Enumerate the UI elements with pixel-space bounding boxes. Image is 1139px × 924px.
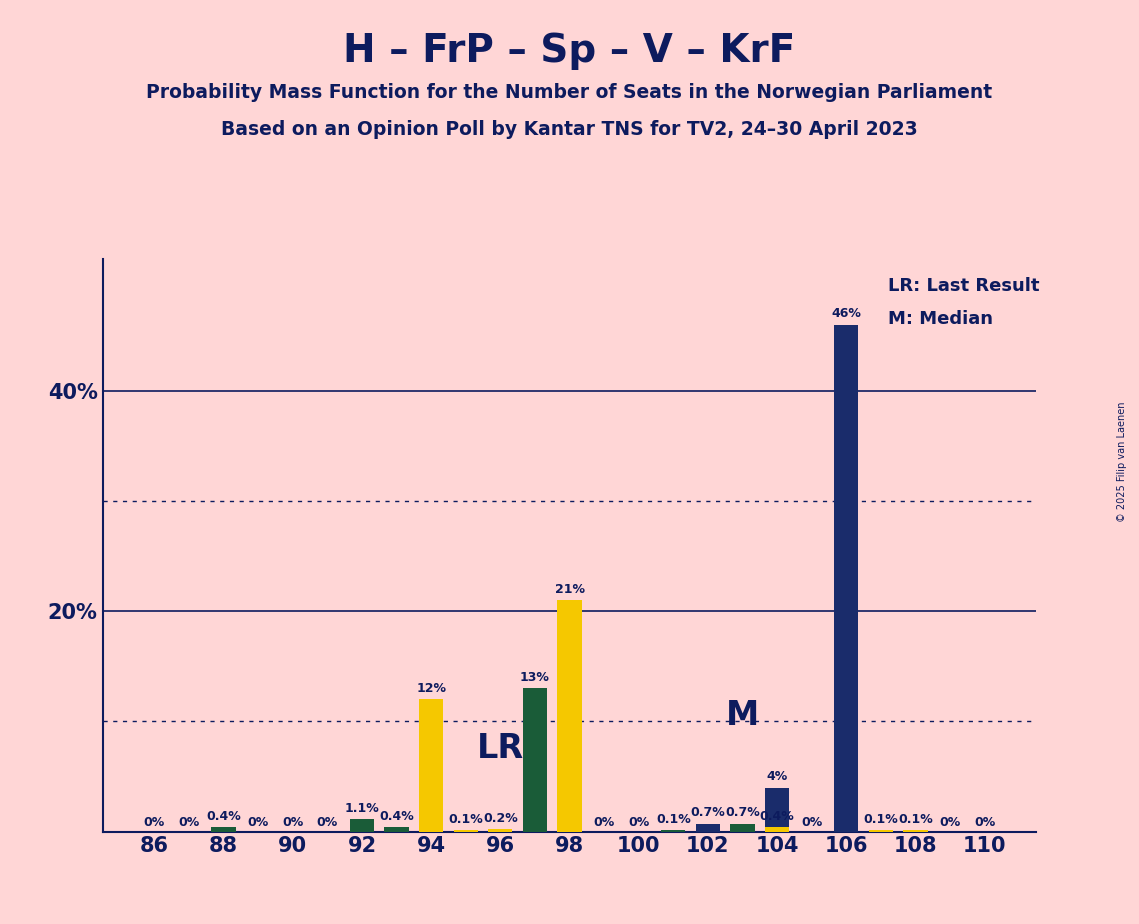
- Bar: [557, 601, 582, 832]
- Text: 0.7%: 0.7%: [726, 807, 760, 820]
- Bar: [350, 820, 374, 832]
- Bar: [385, 827, 409, 832]
- Text: 0%: 0%: [628, 816, 649, 829]
- Text: © 2025 Filip van Laenen: © 2025 Filip van Laenen: [1117, 402, 1126, 522]
- Text: 0.4%: 0.4%: [206, 809, 241, 822]
- Text: M: Median: M: Median: [887, 310, 993, 328]
- Text: 0.4%: 0.4%: [379, 809, 413, 822]
- Text: 0%: 0%: [282, 816, 303, 829]
- Text: 0.1%: 0.1%: [863, 813, 899, 826]
- Text: 0%: 0%: [974, 816, 995, 829]
- Bar: [903, 831, 927, 832]
- Bar: [419, 699, 443, 832]
- Text: 0%: 0%: [940, 816, 960, 829]
- Bar: [212, 827, 236, 832]
- Text: LR: Last Result: LR: Last Result: [887, 277, 1039, 296]
- Bar: [453, 831, 478, 832]
- Text: 0.2%: 0.2%: [483, 812, 518, 825]
- Text: 0.7%: 0.7%: [690, 807, 726, 820]
- Bar: [523, 688, 547, 832]
- Text: 12%: 12%: [416, 682, 446, 695]
- Text: 0.1%: 0.1%: [656, 813, 690, 826]
- Bar: [696, 824, 720, 832]
- Text: 0%: 0%: [144, 816, 165, 829]
- Text: 13%: 13%: [521, 671, 550, 684]
- Text: 0.4%: 0.4%: [760, 809, 794, 822]
- Bar: [730, 824, 754, 832]
- Bar: [765, 787, 789, 832]
- Bar: [489, 830, 513, 832]
- Text: 0.1%: 0.1%: [449, 813, 483, 826]
- Text: 0%: 0%: [179, 816, 199, 829]
- Text: 1.1%: 1.1%: [345, 802, 379, 815]
- Text: Probability Mass Function for the Number of Seats in the Norwegian Parliament: Probability Mass Function for the Number…: [147, 83, 992, 103]
- Bar: [661, 831, 686, 832]
- Text: Based on an Opinion Poll by Kantar TNS for TV2, 24–30 April 2023: Based on an Opinion Poll by Kantar TNS f…: [221, 120, 918, 140]
- Text: M: M: [726, 699, 759, 733]
- Bar: [869, 831, 893, 832]
- Text: 21%: 21%: [555, 583, 584, 596]
- Text: 0%: 0%: [317, 816, 338, 829]
- Text: H – FrP – Sp – V – KrF: H – FrP – Sp – V – KrF: [343, 32, 796, 70]
- Text: 0%: 0%: [593, 816, 615, 829]
- Text: 0%: 0%: [801, 816, 822, 829]
- Text: 0%: 0%: [247, 816, 269, 829]
- Text: 4%: 4%: [767, 770, 788, 784]
- Text: 0.1%: 0.1%: [898, 813, 933, 826]
- Text: LR: LR: [477, 733, 524, 765]
- Bar: [834, 325, 859, 832]
- Text: 46%: 46%: [831, 308, 861, 321]
- Bar: [765, 827, 789, 832]
